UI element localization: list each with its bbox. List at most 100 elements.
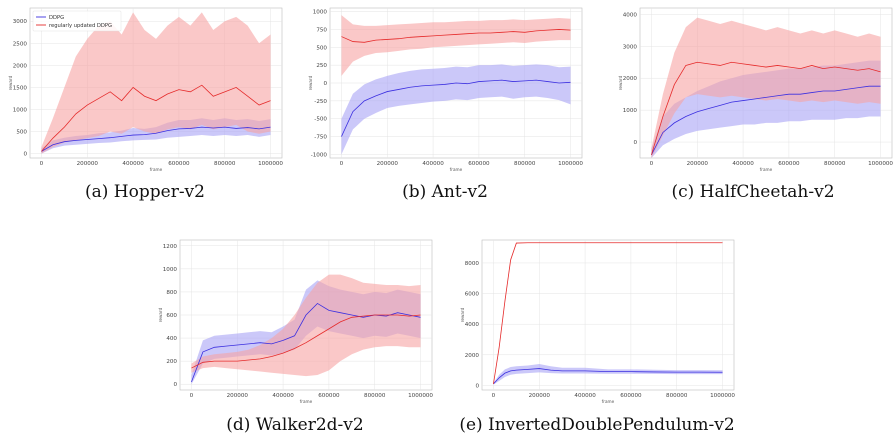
x-tick-label: 0 xyxy=(650,161,654,167)
x-tick-label: 400000 xyxy=(422,161,444,167)
x-tick-label: 600000 xyxy=(468,161,490,167)
x-tick-label: 600000 xyxy=(620,393,642,399)
series-line-ddpg xyxy=(493,368,723,385)
x-tick-label: 400000 xyxy=(732,161,754,167)
y-tick-label: 3000 xyxy=(623,44,638,50)
y-tick-label: 200 xyxy=(166,359,177,365)
y-tick-label: 750 xyxy=(316,27,327,33)
y-tick-label: 1200 xyxy=(163,244,178,250)
band-reg xyxy=(41,12,271,154)
x-tick-label: 800000 xyxy=(364,393,386,399)
x-tick-label: 0 xyxy=(40,161,44,167)
caption-walker: (d) Walker2d-v2 xyxy=(226,415,364,435)
x-tick-label: 200000 xyxy=(687,161,709,167)
y-tick-label: 0 xyxy=(323,81,327,87)
chart-halfcheetah: 0 200000 400000 600000 800000 1000000 0 1000 200… xyxy=(618,7,893,172)
y-tick-label: 800 xyxy=(166,290,177,296)
y-tick-label: 0 xyxy=(173,382,177,388)
plot-frame xyxy=(481,239,735,391)
x-tick-label: 800000 xyxy=(824,161,846,167)
y-axis-label: reward xyxy=(8,75,13,90)
x-tick-label: 800000 xyxy=(666,393,688,399)
series-line-ddpg xyxy=(651,85,881,155)
panel-invdoublependulum: 0 200000 400000 600000 800000 1000000 0 2000 400… xyxy=(452,232,742,440)
x-tick-label: 200000 xyxy=(227,393,249,399)
series-line-reg xyxy=(651,61,881,155)
y-tick-label: -500 xyxy=(314,117,327,123)
y-tick-label: 6000 xyxy=(465,292,480,298)
caption-hopper: (a) Hopper-v2 xyxy=(85,182,205,202)
x-tick-label: 1000000 xyxy=(558,161,583,167)
x-tick-label: 600000 xyxy=(778,161,800,167)
y-tick-label: 1000 xyxy=(13,107,28,113)
band-ddpg xyxy=(493,363,723,385)
series-line-reg xyxy=(191,314,421,369)
band-reg xyxy=(341,15,571,76)
y-tick-label: 0 xyxy=(633,140,637,146)
y-tick-label: 2000 xyxy=(13,63,28,69)
caption-halfcheetah: (c) HalfCheetah-v2 xyxy=(671,182,835,202)
series-line-ddpg xyxy=(341,79,571,137)
legend-label-reg: regularly updated DDPG xyxy=(49,23,112,29)
y-tick-label: 8000 xyxy=(465,261,480,267)
x-tick-label: 0 xyxy=(190,393,194,399)
chart-walker: 0 200000 400000 600000 800000 1000000 0 200 400 6… xyxy=(158,239,433,404)
x-tick-label: 400000 xyxy=(272,393,294,399)
panel-halfcheetah: 0 200000 400000 600000 800000 1000000 0 1000 200… xyxy=(610,0,896,210)
x-tick-label: 1000000 xyxy=(408,393,433,399)
panel-ant: 0 200000 400000 600000 800000 1000000 -1000 -75… xyxy=(300,0,590,210)
band-reg xyxy=(651,17,881,158)
chart-hopper: 0 200000 400000 600000 800000 1000000 0 500 1000… xyxy=(8,7,283,172)
caption-ant: (b) Ant-v2 xyxy=(402,182,488,202)
x-axis-label: frame xyxy=(760,167,773,172)
x-axis-label: frame xyxy=(450,167,463,172)
x-tick-label: 0 xyxy=(340,161,344,167)
legend: DDPG regularly updated DDPG xyxy=(32,10,122,32)
y-tick-label: -1000 xyxy=(311,152,328,158)
x-tick-label: 200000 xyxy=(377,161,399,167)
band-ddpg xyxy=(341,64,571,155)
x-tick-label: 1000000 xyxy=(258,161,283,167)
y-tick-label: 0 xyxy=(23,152,27,158)
x-tick-label: 1000000 xyxy=(710,393,735,399)
x-tick-label: 400000 xyxy=(574,393,596,399)
x-tick-label: 800000 xyxy=(214,161,236,167)
x-tick-label: 600000 xyxy=(168,161,190,167)
y-tick-label: 0 xyxy=(475,383,479,389)
y-tick-label: 250 xyxy=(316,63,327,69)
series-line-reg xyxy=(41,84,271,152)
y-tick-label: -250 xyxy=(314,99,327,105)
y-tick-label: 1000 xyxy=(623,108,638,114)
y-tick-label: 2000 xyxy=(465,353,480,359)
x-tick-label: 200000 xyxy=(529,393,551,399)
x-tick-label: 800000 xyxy=(514,161,536,167)
y-tick-label: 2000 xyxy=(623,76,638,82)
chart-ant: 0 200000 400000 600000 800000 1000000 -1000 -75… xyxy=(308,7,583,172)
y-axis-label: reward xyxy=(158,307,163,322)
y-axis-label: reward xyxy=(308,75,313,90)
y-tick-label: 500 xyxy=(316,45,327,51)
y-tick-label: 3000 xyxy=(13,19,28,25)
x-tick-label: 600000 xyxy=(318,393,340,399)
series-line-reg xyxy=(341,29,571,43)
series-line-ddpg xyxy=(41,126,271,152)
legend-box xyxy=(32,10,122,32)
y-tick-label: 400 xyxy=(166,336,177,342)
series-line-ddpg xyxy=(191,302,421,383)
y-axis-label: reward xyxy=(460,307,465,322)
y-tick-label: 4000 xyxy=(623,12,638,18)
x-axis-label: frame xyxy=(602,399,615,404)
x-axis-label: frame xyxy=(300,399,313,404)
y-tick-label: 1500 xyxy=(13,85,28,91)
y-tick-label: 1000 xyxy=(163,267,178,273)
series-line-reg xyxy=(493,242,723,384)
y-tick-label: 600 xyxy=(166,313,177,319)
caption-invdoublependulum: (e) InvertedDoublePendulum-v2 xyxy=(459,415,735,435)
y-axis-label: reward xyxy=(618,75,623,90)
legend-label-ddpg: DDPG xyxy=(49,15,64,21)
y-tick-label: 500 xyxy=(16,130,27,136)
x-tick-label: 1000000 xyxy=(868,161,893,167)
x-axis-label: frame xyxy=(150,167,163,172)
y-tick-label: 1000 xyxy=(313,10,328,16)
y-tick-label: -750 xyxy=(314,135,327,141)
